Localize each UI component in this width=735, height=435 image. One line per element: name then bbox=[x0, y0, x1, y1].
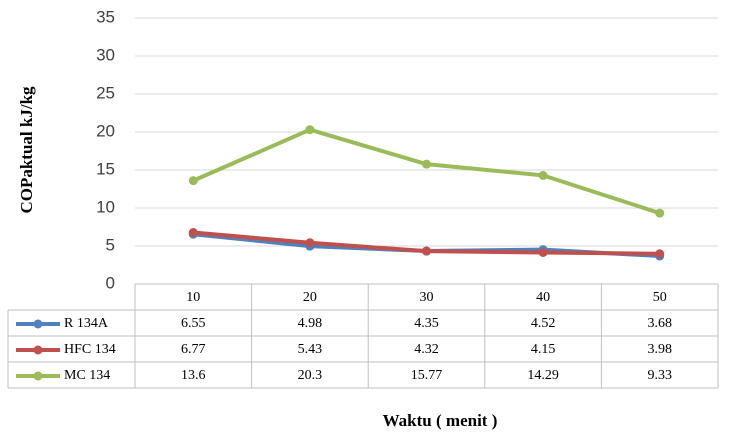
table-value: 9.33 bbox=[647, 368, 672, 383]
data-point bbox=[305, 125, 315, 135]
table-value: 20.3 bbox=[298, 368, 323, 383]
table-value: 5.43 bbox=[298, 342, 323, 357]
legend-label: MC 134 bbox=[64, 368, 110, 383]
x-tick-label: 40 bbox=[536, 290, 550, 305]
table-value: 4.15 bbox=[531, 342, 556, 357]
x-tick-label: 50 bbox=[653, 290, 667, 305]
table-value: 4.35 bbox=[414, 316, 439, 331]
table-value: 3.98 bbox=[647, 342, 672, 357]
y-tick-label: 15 bbox=[96, 159, 115, 178]
legend-marker bbox=[33, 319, 43, 329]
x-tick-label: 10 bbox=[186, 290, 200, 305]
series-line bbox=[191, 127, 662, 216]
data-point bbox=[538, 170, 548, 180]
table-value: 6.55 bbox=[181, 316, 206, 331]
y-tick-label: 25 bbox=[96, 83, 115, 102]
y-tick-label: 5 bbox=[106, 235, 115, 254]
data-point bbox=[188, 176, 198, 186]
legend-marker bbox=[33, 371, 43, 381]
x-tick-label: 30 bbox=[420, 290, 434, 305]
table-value: 15.77 bbox=[411, 368, 443, 383]
table-value: 4.52 bbox=[531, 316, 556, 331]
y-tick-label: 10 bbox=[96, 197, 115, 216]
legend-label: R 134A bbox=[64, 316, 109, 331]
legend-label: HFC 134 bbox=[64, 342, 116, 357]
table-value: 6.77 bbox=[181, 342, 206, 357]
table-value: 3.68 bbox=[647, 316, 672, 331]
y-tick-label: 20 bbox=[96, 121, 115, 140]
table-value: 13.6 bbox=[181, 368, 206, 383]
table-value: 14.29 bbox=[527, 368, 559, 383]
data-point bbox=[655, 249, 665, 259]
data-point bbox=[422, 246, 431, 256]
data-point bbox=[188, 228, 198, 238]
x-tick-label: 20 bbox=[303, 290, 317, 305]
y-axis-title: COPaktual kJ/kg bbox=[17, 86, 36, 214]
y-tick-label: 0 bbox=[106, 273, 115, 292]
data-point bbox=[655, 208, 665, 218]
x-axis-title: Waktu ( menit ) bbox=[383, 411, 498, 430]
table-value: 4.98 bbox=[298, 316, 323, 331]
table-value: 4.32 bbox=[414, 342, 439, 357]
y-tick-label: 30 bbox=[96, 45, 115, 64]
data-point bbox=[538, 247, 548, 257]
legend-marker bbox=[33, 345, 43, 355]
y-tick-label: 35 bbox=[96, 7, 115, 26]
data-point bbox=[422, 159, 431, 169]
data-point bbox=[305, 238, 315, 248]
